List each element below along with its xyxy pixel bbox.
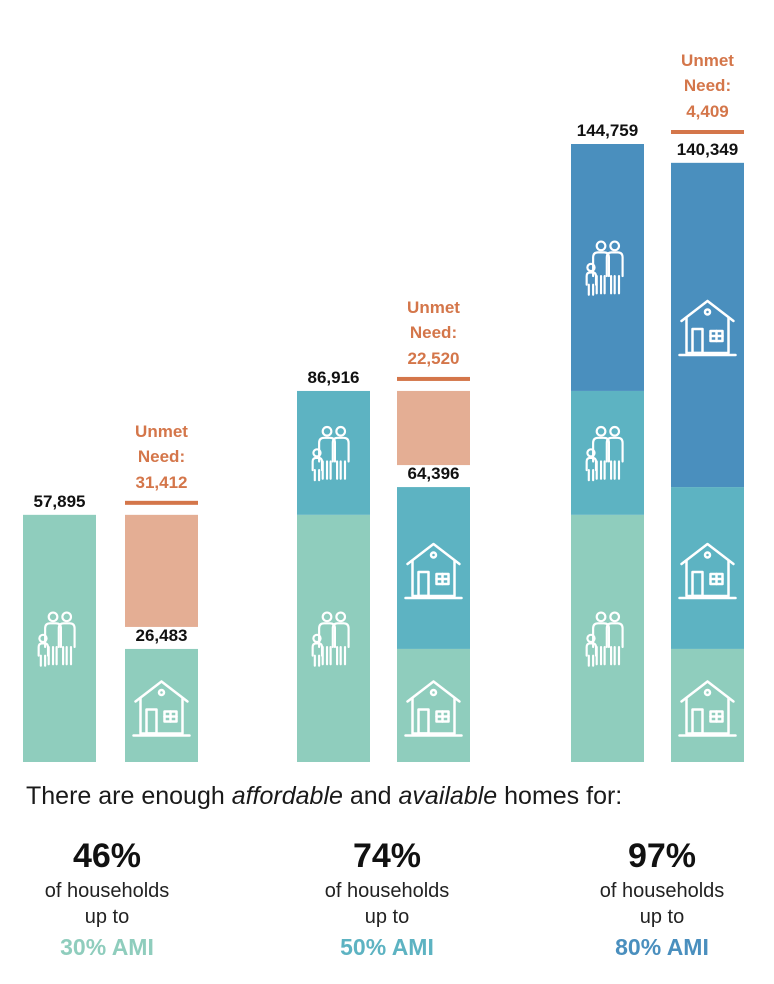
households-value-label: 144,759 — [577, 121, 638, 140]
intro-text-end: homes for: — [497, 782, 623, 810]
stat-line2: up to — [639, 906, 685, 928]
unmet-need-bar — [125, 514, 198, 627]
homes-bar-segment — [671, 487, 744, 649]
summary-intro: There are enough affordable and availabl… — [26, 782, 622, 811]
unmet-need-title: Unmet — [681, 51, 734, 70]
homes-bar-segment — [397, 648, 470, 762]
homes-bar-segment — [397, 487, 470, 649]
stat-line2: up to — [364, 906, 410, 928]
unmet-need-subtitle: Need: — [138, 447, 185, 466]
unmet-need-subtitle: Need: — [684, 76, 731, 95]
stat-50-ami: 74% of households up to 50% AMI — [287, 834, 487, 964]
intro-text-mid: and — [342, 782, 399, 810]
stat-line1: of households — [44, 880, 170, 902]
homes-bar-segment — [125, 648, 198, 762]
unmet-need-value: 31,412 — [136, 473, 188, 492]
unmet-need-value: 4,409 — [686, 102, 729, 121]
intro-available: available — [398, 782, 498, 810]
stat-line1: of households — [599, 880, 725, 902]
stat-80-ami: 97% of households up to 80% AMI — [562, 834, 762, 964]
stat-line1: of households — [324, 880, 450, 902]
unmet-need-title: Unmet — [135, 422, 188, 441]
stat-line2: up to — [84, 906, 130, 928]
unmet-need-line — [671, 130, 744, 134]
homes-value-label: 26,483 — [136, 626, 188, 645]
stat-30-ami: 46% of households up to 30% AMI — [7, 834, 207, 964]
households-value-label: 86,916 — [308, 368, 360, 387]
homes-bar-segment — [671, 162, 744, 488]
unmet-need-line — [397, 376, 470, 381]
homes-value-label: 140,349 — [677, 140, 738, 159]
unmet-need-value: 22,520 — [408, 349, 460, 368]
intro-affordable: affordable — [231, 782, 343, 810]
chart: 57,895 26,483 Unmet Need: 31,412 86,916 64,396… — [23, 51, 744, 762]
stat-ami-label: 80% AMI — [615, 934, 709, 960]
unmet-need-subtitle: Need: — [410, 323, 457, 342]
homes-value-label: 64,396 — [408, 464, 460, 483]
unmet-need-title: Unmet — [407, 298, 460, 317]
stat-ami-label: 30% AMI — [60, 934, 154, 960]
households-value-label: 57,895 — [34, 492, 86, 511]
stat-percent: 97% — [627, 837, 697, 875]
stat-percent: 46% — [72, 837, 142, 875]
unmet-need-line — [125, 500, 198, 505]
stat-ami-label: 50% AMI — [340, 934, 434, 960]
homes-bar-segment — [671, 648, 744, 762]
intro-text-start: There are enough — [26, 782, 232, 810]
stat-percent: 74% — [352, 837, 422, 875]
unmet-need-bar — [397, 390, 470, 466]
